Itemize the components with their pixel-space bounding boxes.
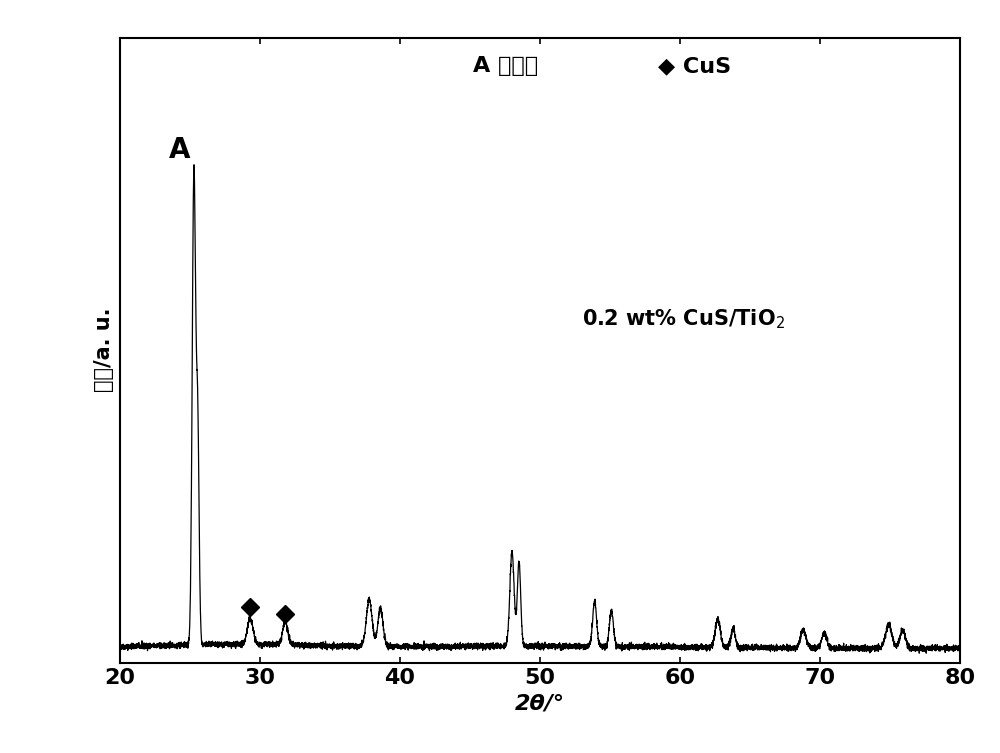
Y-axis label: 强度/a. u.: 强度/a. u.	[94, 308, 114, 392]
Text: A 锐钛矿: A 锐钛矿	[473, 56, 538, 76]
Text: A: A	[169, 136, 190, 164]
Text: 0.2 wt% CuS/TiO$_2$: 0.2 wt% CuS/TiO$_2$	[582, 307, 785, 331]
Text: ◆ CuS: ◆ CuS	[658, 56, 731, 76]
X-axis label: 2θ/°: 2θ/°	[515, 693, 565, 713]
